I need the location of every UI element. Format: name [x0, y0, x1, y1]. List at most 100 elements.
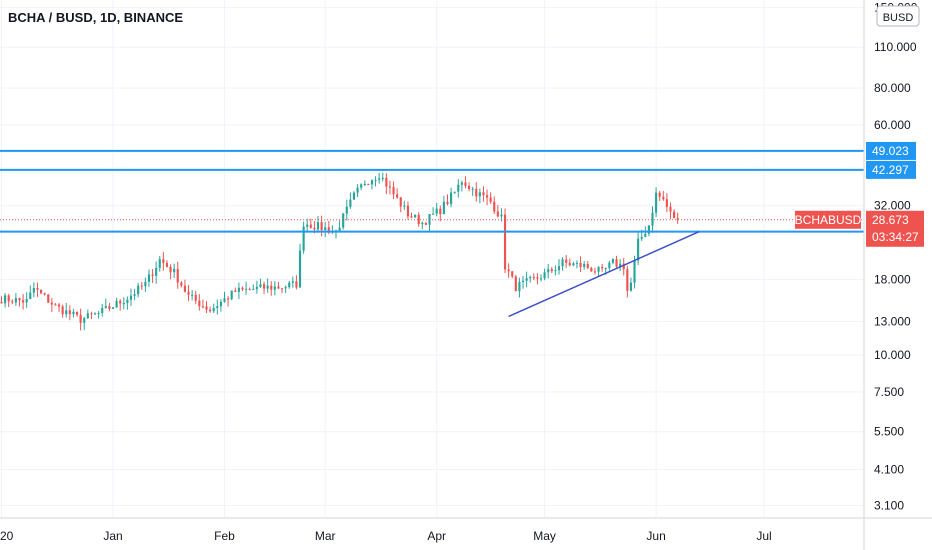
- candle: [36, 282, 39, 297]
- candle: [176, 261, 179, 289]
- candle: [349, 192, 352, 209]
- y-tick-label: 3.100: [874, 498, 904, 512]
- candle: [392, 181, 395, 200]
- candle: [475, 182, 478, 202]
- candle: [205, 301, 208, 314]
- candle: [575, 260, 579, 269]
- candle: [536, 273, 539, 285]
- x-tick-label: Apr: [427, 529, 446, 543]
- candle: [137, 282, 140, 298]
- y-tick-label: 32.000: [874, 199, 911, 213]
- candle: [557, 259, 561, 275]
- candle: [144, 277, 147, 292]
- x-tick-label: Mar: [315, 529, 336, 543]
- candle: [151, 269, 154, 283]
- candle: [298, 243, 302, 288]
- candle: [234, 287, 237, 293]
- candle: [410, 212, 413, 219]
- candle: [241, 286, 244, 291]
- candle: [457, 179, 460, 198]
- candle: [658, 190, 661, 201]
- candle: [572, 261, 575, 267]
- candle: [662, 190, 665, 201]
- candle: [101, 303, 104, 317]
- candle: [72, 308, 75, 318]
- candle: [637, 231, 640, 266]
- candle: [57, 303, 61, 312]
- candle: [147, 269, 151, 287]
- candle: [550, 266, 553, 274]
- candle: [593, 267, 597, 275]
- candle: [244, 281, 248, 295]
- candle: [406, 201, 410, 220]
- candle: [464, 176, 467, 189]
- candle: [122, 297, 125, 310]
- candle: [306, 218, 309, 232]
- trendline[interactable]: [508, 230, 700, 318]
- level-value: 49.023: [872, 144, 909, 158]
- candle: [309, 218, 312, 229]
- symbol-label: BCHABUSD: [795, 213, 862, 227]
- grid: [0, 0, 864, 518]
- candle: [140, 281, 143, 291]
- candle: [435, 202, 438, 217]
- candle: [467, 182, 471, 192]
- candle: [291, 276, 294, 288]
- chart-title: BCHA / BUSD, 1D, BINANCE: [8, 10, 183, 25]
- candle: [518, 277, 521, 298]
- candle: [547, 263, 550, 279]
- candle: [115, 297, 118, 308]
- candle: [198, 294, 201, 311]
- candle: [324, 221, 327, 238]
- candle: [374, 176, 377, 187]
- candle: [511, 270, 514, 279]
- candle: [259, 278, 262, 288]
- candle: [284, 285, 287, 293]
- candle: [61, 304, 64, 318]
- x-tick-label: 20: [0, 529, 14, 543]
- candle: [615, 255, 618, 269]
- candle: [608, 260, 611, 271]
- candle: [133, 289, 136, 301]
- candle: [155, 261, 158, 284]
- y-tick-label: 110.000: [874, 40, 917, 54]
- candle: [227, 296, 230, 307]
- candle: [11, 299, 14, 305]
- candle: [39, 289, 43, 295]
- candle: [378, 172, 381, 184]
- candle: [22, 294, 25, 310]
- candle: [187, 284, 190, 302]
- candle: [165, 260, 169, 268]
- candle: [65, 302, 68, 318]
- candle: [7, 293, 10, 308]
- candle: [356, 184, 359, 198]
- support-trendline[interactable]: [508, 230, 700, 318]
- candle: [316, 215, 320, 233]
- candle: [363, 180, 366, 187]
- candle: [280, 288, 284, 294]
- currency-button[interactable]: BUSD: [876, 5, 920, 27]
- candle: [396, 188, 399, 199]
- y-tick-label: 80.000: [874, 81, 911, 95]
- candle: [129, 288, 133, 307]
- candle: [119, 299, 122, 311]
- candle: [90, 311, 93, 319]
- candle: [514, 274, 517, 292]
- candle: [655, 187, 658, 217]
- candle: [478, 188, 481, 204]
- candle: [273, 281, 276, 296]
- candle: [521, 276, 525, 289]
- horizontal-levels[interactable]: [0, 149, 864, 233]
- candle: [381, 172, 384, 182]
- candle: [223, 291, 226, 303]
- candle: [471, 186, 474, 196]
- candle: [342, 212, 345, 230]
- candle: [29, 285, 32, 300]
- candle: [111, 307, 115, 309]
- candle: [191, 290, 194, 301]
- candle: [212, 303, 215, 314]
- candle: [183, 279, 187, 293]
- last-price-value: 28.673: [872, 213, 909, 227]
